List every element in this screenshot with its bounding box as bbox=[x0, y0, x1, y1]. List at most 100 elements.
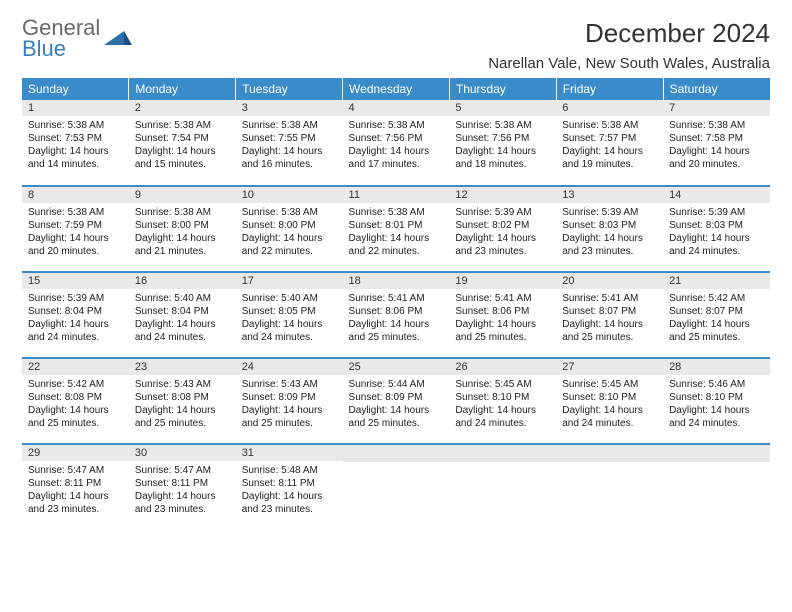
day-number: 7 bbox=[663, 100, 770, 116]
calendar-day-cell: 18Sunrise: 5:41 AMSunset: 8:06 PMDayligh… bbox=[343, 272, 450, 358]
day-number: 2 bbox=[129, 100, 236, 116]
weekday-header: Wednesday bbox=[343, 78, 450, 100]
daylight-line: Daylight: 14 hours and 25 minutes. bbox=[242, 404, 337, 430]
calendar-week-row: 8Sunrise: 5:38 AMSunset: 7:59 PMDaylight… bbox=[22, 186, 770, 272]
daylight-line: Daylight: 14 hours and 25 minutes. bbox=[669, 318, 764, 344]
day-number: 24 bbox=[236, 359, 343, 375]
daylight-line: Daylight: 14 hours and 24 minutes. bbox=[669, 232, 764, 258]
weekday-header: Saturday bbox=[663, 78, 770, 100]
sunset-line: Sunset: 8:00 PM bbox=[135, 219, 230, 232]
day-details: Sunrise: 5:39 AMSunset: 8:04 PMDaylight:… bbox=[22, 289, 129, 348]
calendar-day-cell: 13Sunrise: 5:39 AMSunset: 8:03 PMDayligh… bbox=[556, 186, 663, 272]
daylight-line: Daylight: 14 hours and 23 minutes. bbox=[28, 490, 123, 516]
day-number: 22 bbox=[22, 359, 129, 375]
sunset-line: Sunset: 8:11 PM bbox=[28, 477, 123, 490]
day-number: 11 bbox=[343, 187, 450, 203]
calendar-day-cell bbox=[343, 444, 450, 530]
day-details: Sunrise: 5:38 AMSunset: 7:57 PMDaylight:… bbox=[556, 116, 663, 175]
sunrise-line: Sunrise: 5:38 AM bbox=[349, 119, 444, 132]
calendar-day-cell: 10Sunrise: 5:38 AMSunset: 8:00 PMDayligh… bbox=[236, 186, 343, 272]
day-number-empty bbox=[663, 445, 770, 462]
calendar-day-cell: 8Sunrise: 5:38 AMSunset: 7:59 PMDaylight… bbox=[22, 186, 129, 272]
day-number: 18 bbox=[343, 273, 450, 289]
sunset-line: Sunset: 8:10 PM bbox=[562, 391, 657, 404]
sunset-line: Sunset: 7:54 PM bbox=[135, 132, 230, 145]
daylight-line: Daylight: 14 hours and 23 minutes. bbox=[455, 232, 550, 258]
calendar-day-cell: 16Sunrise: 5:40 AMSunset: 8:04 PMDayligh… bbox=[129, 272, 236, 358]
calendar-day-cell: 15Sunrise: 5:39 AMSunset: 8:04 PMDayligh… bbox=[22, 272, 129, 358]
daylight-line: Daylight: 14 hours and 24 minutes. bbox=[562, 404, 657, 430]
daylight-line: Daylight: 14 hours and 18 minutes. bbox=[455, 145, 550, 171]
day-number: 6 bbox=[556, 100, 663, 116]
daylight-line: Daylight: 14 hours and 15 minutes. bbox=[135, 145, 230, 171]
day-number: 16 bbox=[129, 273, 236, 289]
daylight-line: Daylight: 14 hours and 23 minutes. bbox=[562, 232, 657, 258]
day-number: 10 bbox=[236, 187, 343, 203]
brand-logo: General Blue bbox=[22, 18, 132, 60]
sunset-line: Sunset: 7:59 PM bbox=[28, 219, 123, 232]
day-number: 17 bbox=[236, 273, 343, 289]
calendar-week-row: 29Sunrise: 5:47 AMSunset: 8:11 PMDayligh… bbox=[22, 444, 770, 530]
calendar-day-cell: 28 Sunrise: 5:46 AMSunset: 8:10 PMDayligh… bbox=[663, 358, 770, 444]
day-details: Sunrise: 5:38 AMSunset: 7:59 PMDaylight:… bbox=[22, 203, 129, 262]
sunrise-line: Sunrise: 5:39 AM bbox=[669, 206, 764, 219]
day-number: 28 bbox=[663, 359, 770, 375]
daylight-line: Daylight: 14 hours and 25 minutes. bbox=[28, 404, 123, 430]
weekday-header: Thursday bbox=[449, 78, 556, 100]
sunrise-line: Sunrise: 5:38 AM bbox=[242, 119, 337, 132]
day-details: Sunrise: 5:38 AMSunset: 8:01 PMDaylight:… bbox=[343, 203, 450, 262]
daylight-line: Daylight: 14 hours and 17 minutes. bbox=[349, 145, 444, 171]
sunrise-line: Sunrise: 5:42 AM bbox=[28, 378, 123, 391]
sunset-line: Sunset: 8:08 PM bbox=[135, 391, 230, 404]
sunrise-line: Sunrise: 5:44 AM bbox=[349, 378, 444, 391]
sunrise-line: Sunrise: 5:43 AM bbox=[242, 378, 337, 391]
sunset-line: Sunset: 8:10 PM bbox=[455, 391, 550, 404]
sunrise-line: Sunrise: 5:41 AM bbox=[562, 292, 657, 305]
day-details: Sunrise: 5:48 AMSunset: 8:11 PMDaylight:… bbox=[236, 461, 343, 520]
day-number: 5 bbox=[449, 100, 556, 116]
sunrise-line: Sunrise: 5:47 AM bbox=[28, 464, 123, 477]
calendar-week-row: 22Sunrise: 5:42 AMSunset: 8:08 PMDayligh… bbox=[22, 358, 770, 444]
day-number-empty bbox=[343, 445, 450, 462]
calendar-day-cell: 12Sunrise: 5:39 AMSunset: 8:02 PMDayligh… bbox=[449, 186, 556, 272]
daylight-line: Daylight: 14 hours and 22 minutes. bbox=[349, 232, 444, 258]
sunset-line: Sunset: 8:07 PM bbox=[562, 305, 657, 318]
sunset-line: Sunset: 8:01 PM bbox=[349, 219, 444, 232]
sunrise-line: Sunrise: 5:39 AM bbox=[562, 206, 657, 219]
daylight-line: Daylight: 14 hours and 24 minutes. bbox=[455, 404, 550, 430]
day-number: 26 bbox=[449, 359, 556, 375]
day-number: 15 bbox=[22, 273, 129, 289]
sunrise-line: Sunrise: 5:46 AM bbox=[669, 378, 764, 391]
sunrise-line: Sunrise: 5:42 AM bbox=[669, 292, 764, 305]
daylight-line: Daylight: 14 hours and 25 minutes. bbox=[455, 318, 550, 344]
calendar-day-cell: 14Sunrise: 5:39 AMSunset: 8:03 PMDayligh… bbox=[663, 186, 770, 272]
day-details: Sunrise: 5:39 AMSunset: 8:02 PMDaylight:… bbox=[449, 203, 556, 262]
day-details: Sunrise: 5:42 AMSunset: 8:08 PMDaylight:… bbox=[22, 375, 129, 434]
sunset-line: Sunset: 7:53 PM bbox=[28, 132, 123, 145]
day-details: Sunrise: 5:45 AMSunset: 8:10 PMDaylight:… bbox=[449, 375, 556, 434]
calendar-day-cell: 25Sunrise: 5:44 AMSunset: 8:09 PMDayligh… bbox=[343, 358, 450, 444]
calendar-day-cell: 29Sunrise: 5:47 AMSunset: 8:11 PMDayligh… bbox=[22, 444, 129, 530]
calendar-day-cell bbox=[663, 444, 770, 530]
month-title: December 2024 bbox=[488, 18, 770, 49]
day-number: 23 bbox=[129, 359, 236, 375]
day-number: 9 bbox=[129, 187, 236, 203]
calendar-day-cell: 9Sunrise: 5:38 AMSunset: 8:00 PMDaylight… bbox=[129, 186, 236, 272]
day-number: 30 bbox=[129, 445, 236, 461]
sunrise-line: Sunrise: 5:38 AM bbox=[455, 119, 550, 132]
daylight-line: Daylight: 14 hours and 19 minutes. bbox=[562, 145, 657, 171]
calendar-day-cell bbox=[449, 444, 556, 530]
calendar-day-cell: 6Sunrise: 5:38 AMSunset: 7:57 PMDaylight… bbox=[556, 100, 663, 186]
calendar-day-cell: 30Sunrise: 5:47 AMSunset: 8:11 PMDayligh… bbox=[129, 444, 236, 530]
daylight-line: Daylight: 14 hours and 21 minutes. bbox=[135, 232, 230, 258]
sunset-line: Sunset: 8:10 PM bbox=[669, 391, 764, 404]
sunset-line: Sunset: 8:03 PM bbox=[669, 219, 764, 232]
day-number: 20 bbox=[556, 273, 663, 289]
calendar-week-row: 15Sunrise: 5:39 AMSunset: 8:04 PMDayligh… bbox=[22, 272, 770, 358]
daylight-line: Daylight: 14 hours and 24 minutes. bbox=[669, 404, 764, 430]
day-number: 19 bbox=[449, 273, 556, 289]
sunset-line: Sunset: 8:11 PM bbox=[242, 477, 337, 490]
calendar-day-cell: 4Sunrise: 5:38 AMSunset: 7:56 PMDaylight… bbox=[343, 100, 450, 186]
sunrise-line: Sunrise: 5:38 AM bbox=[349, 206, 444, 219]
day-details: Sunrise: 5:39 AMSunset: 8:03 PMDaylight:… bbox=[556, 203, 663, 262]
